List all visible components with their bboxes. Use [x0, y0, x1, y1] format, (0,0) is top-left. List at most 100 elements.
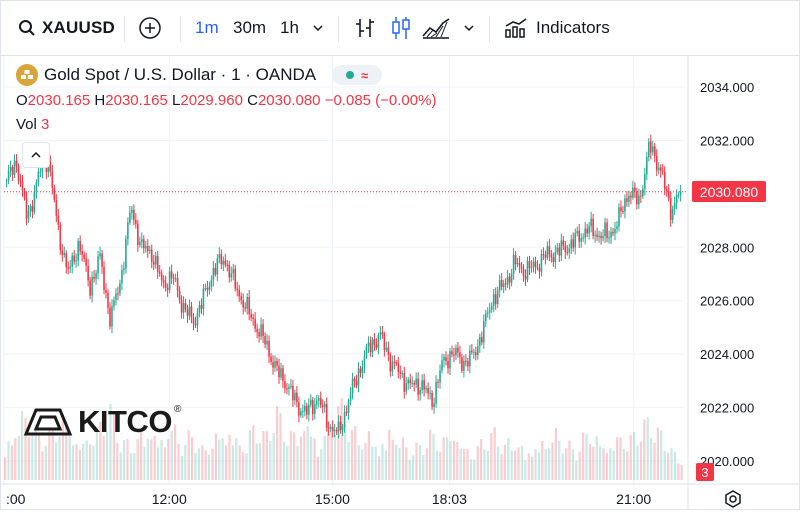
chevron-down-icon [313, 25, 323, 32]
candle-body [488, 309, 491, 313]
timeframe-dropdown[interactable] [311, 14, 325, 42]
candle-body [164, 282, 167, 288]
timeframe-1m[interactable]: 1m [195, 18, 219, 37]
volume-bar [350, 430, 353, 480]
indicators-button[interactable]: Indicators [504, 14, 610, 42]
volume-bar [463, 448, 466, 480]
candle-body [290, 385, 292, 387]
bar-chart-type-button[interactable] [352, 14, 378, 42]
candle-body [544, 254, 547, 258]
candle-body [679, 191, 682, 195]
candle-body [208, 286, 211, 290]
candle-body [339, 421, 342, 431]
volume-bar [51, 429, 54, 480]
candle-body [622, 211, 624, 213]
candle-body [574, 233, 577, 248]
candle-body [675, 195, 678, 204]
candle-body [524, 276, 527, 280]
collapse-legend-button[interactable] [22, 142, 50, 168]
candle-body [317, 398, 320, 401]
volume-bar [282, 441, 285, 480]
chart-type-dropdown[interactable] [462, 14, 476, 42]
candle-body [69, 266, 72, 269]
candle-body [266, 340, 268, 345]
volume-bar [531, 456, 534, 480]
timeframe-1h[interactable]: 1h [280, 18, 299, 37]
candles-chart-type-button[interactable] [389, 14, 413, 42]
volume-bar [180, 455, 183, 480]
change-value: −0.085 (−0.00%) [324, 92, 437, 109]
volume-bar [561, 453, 564, 480]
candle-body [636, 191, 638, 205]
volume-bar [187, 430, 190, 480]
volume-bar [252, 425, 255, 480]
candle-body [357, 368, 360, 386]
candle-body [536, 267, 539, 269]
candle-body [646, 157, 648, 175]
candle-body [512, 254, 515, 274]
volume-bar [160, 440, 163, 480]
candle-body [234, 268, 237, 289]
candle-body [602, 236, 604, 239]
volume-bar [425, 448, 428, 480]
candle-body [502, 283, 505, 287]
candle-body [152, 261, 155, 265]
candle-body [508, 276, 511, 283]
candle-body [526, 260, 529, 280]
volume-bar [364, 443, 367, 480]
candle-body [250, 314, 252, 318]
timeframe-30m[interactable]: 30m [233, 18, 267, 37]
candle-body [411, 382, 413, 384]
close-label: C [247, 92, 258, 109]
market-status-pill[interactable]: ≈ [332, 65, 383, 85]
volume-bar [456, 442, 459, 480]
volume-bar [435, 450, 438, 480]
volume-bar [306, 426, 309, 480]
candle-body [123, 268, 125, 271]
volume-bar [551, 442, 554, 480]
symbol-search[interactable]: XAUUSD [18, 14, 115, 42]
volume-bar [626, 451, 629, 480]
volume-bar [609, 448, 612, 480]
price-chart[interactable]: 2034.000 2032.000 2028.000 2026.000 2024.000… [0, 56, 800, 510]
candle-body [648, 141, 650, 158]
series-title[interactable]: Gold Spot / U.S. Dollar · 1 · OANDA [44, 65, 317, 84]
candle-body [200, 305, 203, 309]
candle-body [37, 171, 40, 182]
candle-body [61, 250, 64, 256]
candle-body [103, 266, 105, 291]
chart-settings-button[interactable] [724, 490, 742, 513]
candle-body [77, 241, 79, 261]
volume-bar [371, 447, 374, 480]
volume-bar [500, 454, 503, 480]
candle-body [35, 181, 38, 192]
candle-body [284, 381, 286, 389]
compare-button[interactable] [138, 14, 162, 42]
volume-bar [333, 435, 336, 480]
candle-body [282, 368, 284, 382]
volume-bar [391, 439, 394, 480]
x-tick-label: :00 [6, 491, 26, 507]
candle-body [506, 276, 509, 285]
candle-body [534, 261, 537, 268]
candle-body [479, 337, 481, 347]
volume-bar [228, 434, 231, 480]
volume-bar [517, 447, 520, 480]
volume-bar [660, 430, 663, 480]
candle-body [522, 269, 525, 277]
volume-bar [432, 433, 435, 480]
candle-body [156, 255, 159, 272]
candle-body [530, 267, 533, 269]
candle-body [407, 379, 410, 384]
volume-bar [534, 449, 537, 480]
registered-mark: ® [173, 404, 182, 415]
volume-bar [296, 446, 299, 480]
volume-bar [4, 457, 7, 480]
volume-bar [612, 450, 615, 480]
candle-body [510, 273, 513, 283]
volume-bar [242, 452, 245, 480]
area-chart-type-button[interactable] [421, 14, 451, 42]
candle-body [425, 388, 427, 390]
candle-body [321, 405, 324, 407]
volume-bar [639, 441, 642, 480]
